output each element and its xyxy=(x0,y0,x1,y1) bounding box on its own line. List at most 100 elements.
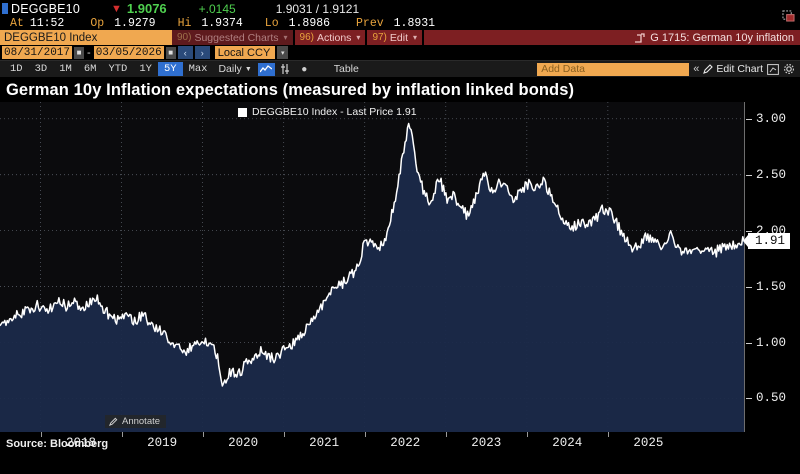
legend-swatch xyxy=(238,107,247,117)
dot-icon[interactable]: ● xyxy=(301,63,308,75)
period-ytd[interactable]: YTD xyxy=(108,63,128,75)
y-tick-mark xyxy=(746,342,752,344)
at-time: 11:52 xyxy=(29,16,65,30)
command-bar: DEGGBE10 Index 90) Suggested Charts ▾ 96… xyxy=(0,30,800,45)
chevron-down-icon: ▾ xyxy=(412,33,417,42)
chevron-down-icon: ▾ xyxy=(356,33,361,42)
chevron-down-icon: ▼ xyxy=(244,65,252,73)
y-tick-mark xyxy=(746,118,752,120)
table-button[interactable]: Table xyxy=(333,63,359,75)
last-price: 1.9076 xyxy=(126,1,167,16)
period-6m[interactable]: 6M xyxy=(83,63,97,75)
x-tick-mark xyxy=(526,432,528,437)
x-tick-label: 2023 xyxy=(471,436,502,450)
high-value: 1.9374 xyxy=(201,16,243,30)
annotate-button[interactable]: Annotate xyxy=(105,415,167,428)
add-data-input[interactable]: Add Data xyxy=(537,62,690,76)
chart-legend: DEGGBE10 Index - Last Price 1.91 xyxy=(238,106,417,118)
legend-label: DEGGBE10 Index - Last Price 1.91 xyxy=(252,106,417,118)
x-axis: 2018 2019 2020 2021 2022 2023 2024 2025 xyxy=(0,432,744,454)
y-axis-line xyxy=(744,102,745,432)
security-color-tick xyxy=(2,3,8,14)
external-link-icon xyxy=(635,32,645,43)
chevron-down-icon: ▾ xyxy=(283,33,288,42)
price-area-chart xyxy=(0,102,744,432)
y-tick-mark xyxy=(746,230,752,232)
annotate-label: Annotate xyxy=(122,416,161,427)
window-tab[interactable]: G 1715: German 10y inflation xyxy=(629,30,800,45)
security-ticker[interactable]: DEGGBE10 xyxy=(11,1,80,16)
low-label: Lo xyxy=(264,16,279,30)
currency-selector[interactable]: Local CCY xyxy=(214,46,276,59)
y-tick-label: 3.00 xyxy=(756,111,787,126)
quote-primary-row: DEGGBE10 ▼ 1.9076 +.0145 1.9031 / 1.9121 xyxy=(0,1,800,16)
date-separator: - xyxy=(87,46,91,59)
edit-button[interactable]: 97) Edit ▾ xyxy=(367,30,422,45)
chart-toolbar: 1D 3D 1M 6M YTD 1Y 5Y Max Daily ▼ ● Tabl… xyxy=(0,60,800,77)
suggested-charts-label: Suggested Charts xyxy=(194,31,279,44)
frequency-selector[interactable]: Daily ▼ xyxy=(213,63,256,75)
low-value: 1.8986 xyxy=(288,16,331,30)
period-max[interactable]: Max xyxy=(188,63,208,75)
window-tab-label: G 1715: German 10y inflation xyxy=(650,31,794,44)
period-3d[interactable]: 3D xyxy=(34,63,48,75)
calendar-icon[interactable]: ■ xyxy=(165,46,176,59)
x-tick-label: 2018 xyxy=(66,436,97,450)
suggested-charts-button[interactable]: 90) Suggested Charts ▾ xyxy=(172,30,293,45)
chevron-down-icon[interactable]: ▾ xyxy=(277,46,289,59)
edit-chart-button[interactable]: Edit Chart xyxy=(703,63,763,75)
x-tick-mark xyxy=(121,432,123,437)
start-date-input[interactable]: 08/31/2017 xyxy=(2,46,73,59)
fullscreen-icon[interactable] xyxy=(767,63,779,75)
x-tick-mark xyxy=(607,432,609,437)
page-title: German 10y Inflation expectations (measu… xyxy=(6,81,575,99)
period-1m[interactable]: 1M xyxy=(59,63,72,75)
bid-ask: 1.9031 / 1.9121 xyxy=(275,1,360,16)
end-date-input[interactable]: 03/05/2026 xyxy=(93,46,164,59)
chart-container: DEGGBE10 Index - Last Price 1.91 Annotat… xyxy=(0,102,800,454)
y-tick-label: 1.00 xyxy=(756,335,787,350)
actions-button[interactable]: 96) Actions ▾ xyxy=(294,30,366,45)
last-price-tag: 1.91 xyxy=(748,232,791,249)
x-tick-label: 2021 xyxy=(309,436,340,450)
security-input[interactable]: DEGGBE10 Index xyxy=(0,30,172,45)
y-tick-mark xyxy=(746,286,752,288)
x-tick-mark xyxy=(364,432,366,437)
open-label: Op xyxy=(90,16,105,30)
prev-period-button[interactable]: ‹ xyxy=(177,46,193,59)
period-1y[interactable]: 1Y xyxy=(139,63,152,75)
gear-icon[interactable] xyxy=(783,63,795,75)
collapse-icon[interactable]: « xyxy=(693,63,700,75)
red-toolbar: 90) Suggested Charts ▾ 96) Actions ▾ 97)… xyxy=(172,30,800,45)
line-chart-icon[interactable] xyxy=(257,62,275,76)
x-tick-mark xyxy=(283,432,285,437)
quote-header: DEGGBE10 ▼ 1.9076 +.0145 1.9031 / 1.9121… xyxy=(0,0,800,30)
calendar-icon[interactable]: ■ xyxy=(74,46,85,59)
pencil-icon xyxy=(703,64,714,74)
period-5y[interactable]: 5Y xyxy=(157,62,183,76)
next-period-button[interactable]: › xyxy=(194,46,210,59)
edit-number: 97) xyxy=(372,32,387,43)
toolbar-right-group: Add Data « Edit Chart xyxy=(537,62,800,76)
edit-label: Edit xyxy=(389,31,408,44)
open-value: 1.9279 xyxy=(114,16,156,30)
actions-label: Actions xyxy=(316,31,352,44)
y-tick-label: 2.50 xyxy=(756,167,787,182)
y-tick-mark xyxy=(746,398,752,400)
x-tick-mark xyxy=(40,432,42,437)
period-1d[interactable]: 1D xyxy=(10,63,23,75)
expand-window-icon[interactable] xyxy=(782,10,795,22)
x-tick-label: 2020 xyxy=(228,436,259,450)
frequency-label: Daily xyxy=(218,63,242,75)
plot-area[interactable] xyxy=(0,102,744,432)
x-tick-label: 2019 xyxy=(147,436,178,450)
quote-ohlc-row: At 11:52 Op 1.9279 Hi 1.9374 Lo 1.8986 P… xyxy=(0,16,800,30)
y-axis: 0.50 1.00 1.50 2.00 2.50 3.00 1.91 xyxy=(744,102,800,432)
pencil-icon xyxy=(109,417,118,426)
sliders-icon[interactable] xyxy=(277,63,294,76)
y-tick-label: 0.50 xyxy=(756,391,787,406)
at-label: At xyxy=(10,16,24,30)
suggested-charts-number: 90) xyxy=(177,32,192,43)
x-tick-label: 2025 xyxy=(633,436,664,450)
y-tick-label: 1.50 xyxy=(756,279,787,294)
